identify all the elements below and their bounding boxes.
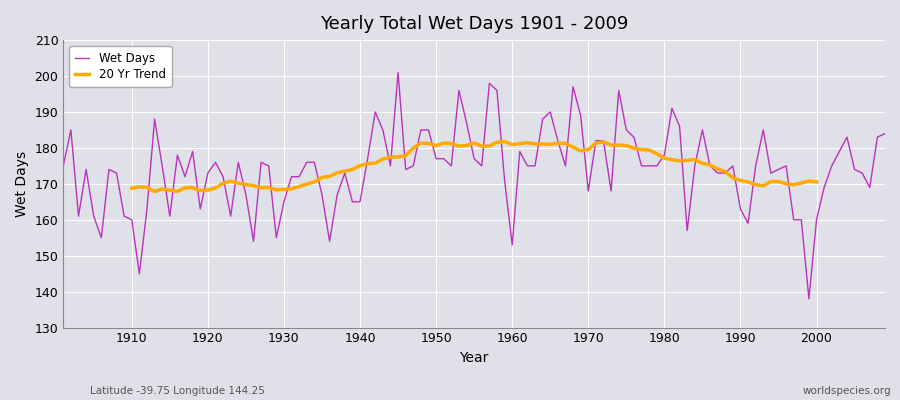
20 Yr Trend <box>309 179 320 184</box>
Wet Days <box>332 192 343 197</box>
Y-axis label: Wet Days: Wet Days <box>15 151 29 217</box>
X-axis label: Year: Year <box>460 351 489 365</box>
20 Yr Trend <box>218 181 229 186</box>
20 Yr Trend <box>811 180 822 184</box>
Text: worldspecies.org: worldspecies.org <box>803 386 891 396</box>
Wet Days <box>606 189 616 194</box>
Legend: Wet Days, 20 Yr Trend: Wet Days, 20 Yr Trend <box>69 46 172 87</box>
20 Yr Trend <box>537 142 548 146</box>
Wet Days <box>804 296 814 301</box>
Wet Days <box>507 242 517 247</box>
Wet Days <box>392 70 403 75</box>
Title: Yearly Total Wet Days 1901 - 2009: Yearly Total Wet Days 1901 - 2009 <box>320 15 628 33</box>
20 Yr Trend <box>720 169 731 174</box>
20 Yr Trend <box>126 186 137 190</box>
Wet Days <box>58 164 68 168</box>
20 Yr Trend <box>293 184 304 189</box>
Wet Days <box>515 149 526 154</box>
Line: Wet Days: Wet Days <box>63 72 885 299</box>
Wet Days <box>879 131 890 136</box>
Wet Days <box>119 214 130 218</box>
20 Yr Trend <box>500 139 510 144</box>
Line: 20 Yr Trend: 20 Yr Trend <box>131 142 816 192</box>
20 Yr Trend <box>149 189 160 194</box>
20 Yr Trend <box>804 179 814 184</box>
Text: Latitude -39.75 Longitude 144.25: Latitude -39.75 Longitude 144.25 <box>90 386 265 396</box>
Wet Days <box>286 174 297 179</box>
